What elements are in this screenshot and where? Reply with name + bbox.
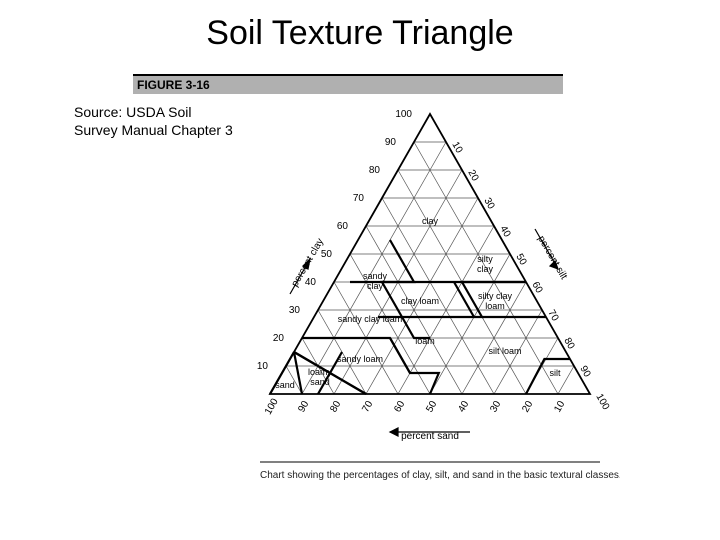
svg-text:60: 60 bbox=[392, 399, 407, 415]
svg-text:sandy: sandy bbox=[363, 271, 388, 281]
svg-text:60: 60 bbox=[337, 221, 349, 232]
figure-label-bar: FIGURE 3-16 bbox=[133, 74, 563, 94]
svg-text:sandy clay loam: sandy clay loam bbox=[338, 314, 403, 324]
svg-text:70: 70 bbox=[353, 193, 365, 204]
svg-text:silt: silt bbox=[550, 368, 561, 378]
svg-text:50: 50 bbox=[321, 249, 333, 260]
svg-text:80: 80 bbox=[328, 399, 343, 415]
svg-text:loam: loam bbox=[415, 336, 435, 346]
source-line-1: Source: USDA Soil bbox=[74, 104, 244, 122]
svg-text:clay loam: clay loam bbox=[401, 296, 439, 306]
page-title: Soil Texture Triangle bbox=[0, 14, 720, 53]
ternary-diagram: 1010102020203030304040405050506060607070… bbox=[240, 94, 620, 514]
svg-text:40: 40 bbox=[305, 277, 317, 288]
svg-text:30: 30 bbox=[488, 399, 503, 415]
ternary-svg: 1010102020203030304040405050506060607070… bbox=[240, 94, 620, 514]
svg-text:90: 90 bbox=[385, 137, 397, 148]
svg-text:20: 20 bbox=[273, 333, 285, 344]
svg-text:100: 100 bbox=[395, 109, 412, 120]
svg-text:Chart showing the percentages: Chart showing the percentages of clay, s… bbox=[260, 470, 620, 481]
svg-text:100: 100 bbox=[263, 396, 281, 416]
svg-text:10: 10 bbox=[257, 361, 269, 372]
svg-text:clay: clay bbox=[367, 281, 384, 291]
svg-text:clay: clay bbox=[422, 216, 439, 226]
source-citation: Source: USDA Soil Survey Manual Chapter … bbox=[74, 104, 244, 139]
svg-text:50: 50 bbox=[424, 399, 439, 415]
figure-label: FIGURE 3-16 bbox=[137, 78, 210, 92]
svg-text:sandy loam: sandy loam bbox=[337, 354, 383, 364]
svg-text:100: 100 bbox=[593, 392, 611, 412]
svg-text:percent sand: percent sand bbox=[401, 431, 459, 442]
svg-text:clay: clay bbox=[477, 264, 494, 274]
svg-text:40: 40 bbox=[456, 399, 471, 415]
svg-text:20: 20 bbox=[520, 399, 535, 415]
svg-text:loamy: loamy bbox=[308, 367, 333, 377]
svg-text:silty clay: silty clay bbox=[478, 291, 513, 301]
svg-text:90: 90 bbox=[296, 399, 311, 415]
source-line-2: Survey Manual Chapter 3 bbox=[74, 122, 244, 140]
svg-text:silty: silty bbox=[477, 254, 493, 264]
svg-text:70: 70 bbox=[360, 399, 375, 415]
svg-text:loam: loam bbox=[485, 301, 505, 311]
svg-text:sand: sand bbox=[275, 380, 295, 390]
svg-text:sand: sand bbox=[310, 377, 330, 387]
svg-text:silt loam: silt loam bbox=[488, 346, 521, 356]
svg-text:30: 30 bbox=[289, 305, 301, 316]
svg-text:80: 80 bbox=[369, 165, 381, 176]
svg-text:10: 10 bbox=[552, 399, 567, 415]
